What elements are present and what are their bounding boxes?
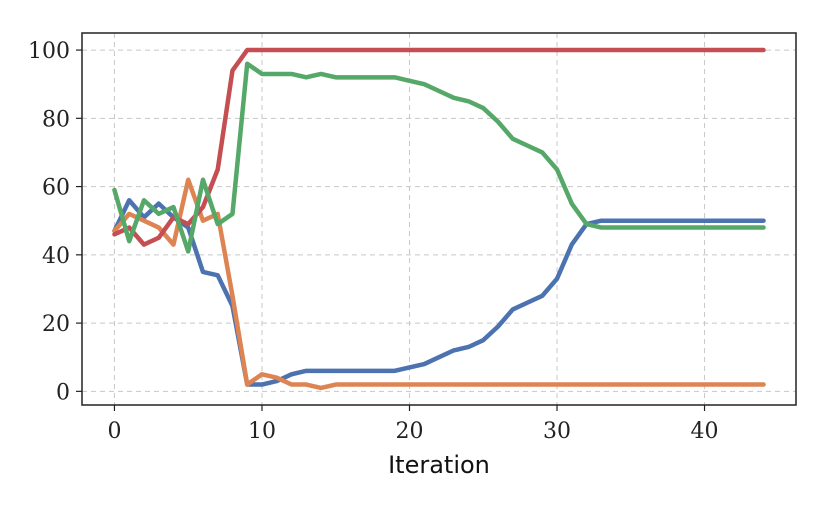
x-tick-label: 30 <box>543 419 571 444</box>
y-tick-label: 60 <box>42 176 70 201</box>
series-line-2 <box>112 177 766 391</box>
y-tick-label: 40 <box>42 244 70 269</box>
series-line-4 <box>112 61 766 254</box>
series-line-1 <box>112 197 766 387</box>
plot-frame <box>81 32 797 406</box>
y-tick-label: 0 <box>56 380 70 405</box>
x-tick-label: 40 <box>691 419 719 444</box>
y-tick-label: 80 <box>42 107 70 132</box>
y-tick-label: 100 <box>28 39 70 64</box>
x-tick-label: 20 <box>395 419 423 444</box>
x-tick-label: 10 <box>248 419 276 444</box>
x-axis-title: Iteration <box>388 451 490 479</box>
x-tick-label: 0 <box>107 419 121 444</box>
series-line-3 <box>112 47 766 247</box>
axis-ticks: 0 10 20 30 40 0 20 40 60 80 100 <box>28 39 719 444</box>
y-tick-label: 20 <box>42 312 70 337</box>
series-lines <box>112 47 766 391</box>
